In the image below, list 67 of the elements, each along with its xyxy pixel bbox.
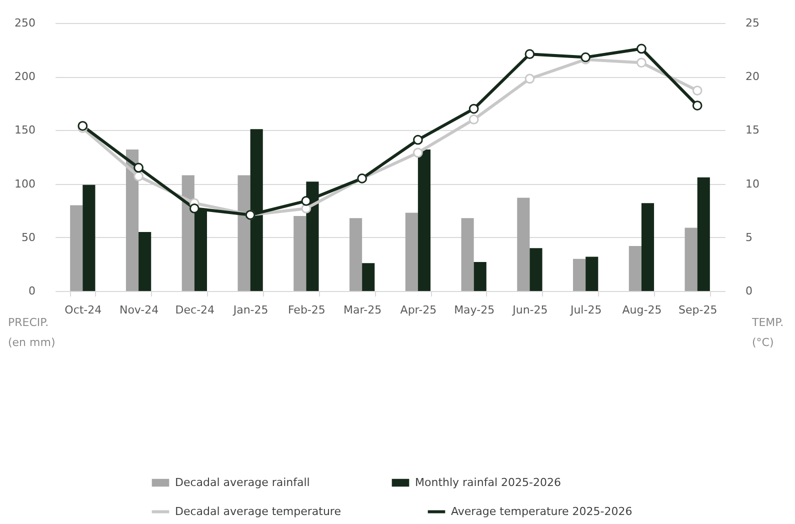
point xyxy=(524,49,535,60)
y-tick-label: 50 xyxy=(22,230,36,244)
bar xyxy=(362,263,375,291)
bar xyxy=(628,246,642,291)
x-tick-label: Jan-25 xyxy=(232,304,268,316)
bar xyxy=(349,218,362,291)
x-tick-label: Apr-25 xyxy=(400,304,437,316)
point xyxy=(468,114,479,124)
bar xyxy=(474,262,486,291)
y2-tick-label: 0 xyxy=(746,284,752,298)
legend-label: Monthly rainfal 2025-2026 xyxy=(415,476,561,489)
bar xyxy=(697,177,710,291)
point xyxy=(636,44,646,54)
legend-label: Decadal average temperature xyxy=(175,504,342,518)
x-tick-label: Mar-25 xyxy=(344,304,382,316)
y2-tick-label: 10 xyxy=(746,177,760,190)
bar xyxy=(70,205,83,291)
point xyxy=(134,171,144,182)
x-tick-label: May-25 xyxy=(454,304,495,316)
x-tick-label: Nov-24 xyxy=(119,304,159,316)
bar xyxy=(126,149,139,291)
y2-tick-label: 25 xyxy=(746,16,760,30)
y-tick-label: 200 xyxy=(14,70,36,84)
x-tick-label: Feb-25 xyxy=(288,304,326,316)
point xyxy=(692,86,702,96)
y2-axis-title: TEMP. (°C) xyxy=(751,316,784,349)
x-tick-label: Aug-25 xyxy=(622,304,662,316)
point xyxy=(413,148,423,158)
point xyxy=(524,74,535,84)
bar xyxy=(418,149,431,291)
y-axis-title: PRECIP. (en mm) xyxy=(8,316,56,349)
bar xyxy=(238,175,250,291)
x-tick-label: Jun-25 xyxy=(512,304,548,316)
bar xyxy=(573,258,586,291)
point xyxy=(413,134,423,145)
bar xyxy=(586,256,598,291)
y2-tick-label: 20 xyxy=(746,70,760,84)
point xyxy=(692,100,702,110)
bar xyxy=(641,203,654,291)
bar xyxy=(517,198,530,291)
point xyxy=(636,58,646,68)
y-tick-label: 0 xyxy=(28,284,36,298)
legend-label: Average temperature 2025-2026 xyxy=(451,504,632,518)
x-tick-label: Sep-25 xyxy=(678,304,718,316)
bar xyxy=(530,248,542,291)
point xyxy=(580,52,591,62)
y2-tick-label: 5 xyxy=(746,230,752,244)
bar xyxy=(294,216,306,291)
y-tick-label: 100 xyxy=(14,177,36,190)
bar xyxy=(182,175,194,291)
x-tick-label: Oct-24 xyxy=(64,304,102,316)
y2-tick-label: 15 xyxy=(746,124,760,137)
point xyxy=(189,204,200,214)
y-tick-label: 250 xyxy=(14,16,36,30)
point xyxy=(468,104,479,114)
x-tick-label: Jul-25 xyxy=(569,304,602,316)
y-tick-label: 150 xyxy=(14,124,36,137)
bar xyxy=(82,184,96,291)
bar xyxy=(461,218,474,291)
point xyxy=(134,162,144,173)
legend-label: Decadal average rainfall xyxy=(175,476,310,489)
bar xyxy=(405,212,418,291)
point xyxy=(301,196,312,206)
point xyxy=(78,120,88,131)
x-tick-label: Dec-24 xyxy=(175,304,215,316)
bar xyxy=(684,228,698,291)
bar xyxy=(138,232,152,291)
